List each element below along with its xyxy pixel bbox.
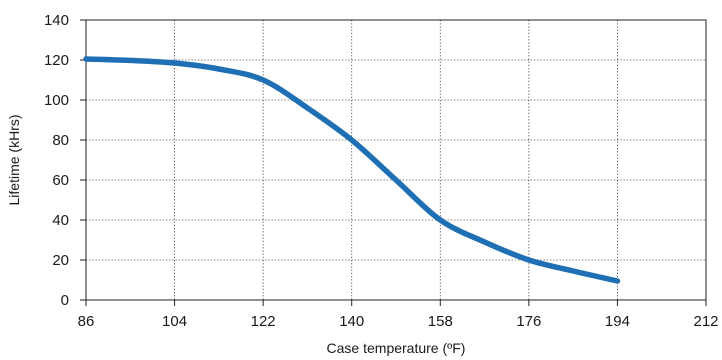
y-tick-label: 100 [44, 92, 69, 109]
x-tick-label: 104 [162, 313, 187, 330]
x-tick-label: 86 [78, 313, 95, 330]
y-tick-label: 0 [61, 292, 69, 309]
y-tick-label: 80 [52, 132, 69, 149]
plot-frame [85, 19, 707, 301]
x-tick-label: 176 [516, 313, 541, 330]
x-tick-label: 194 [605, 313, 630, 330]
series-group [83, 56, 621, 284]
x-tick-label: 158 [428, 313, 453, 330]
x-tick-label: 212 [693, 313, 718, 330]
x-tick-labels: 86 104 122 140 158 176 194 212 [78, 313, 719, 330]
x-tick-label: 122 [251, 313, 276, 330]
grid-lines [86, 20, 706, 300]
y-tick-label: 60 [52, 172, 69, 189]
y-tick-label: 120 [44, 52, 69, 69]
x-axis-label: Case temperature (ºF) [327, 340, 466, 356]
tick-marks [80, 19, 707, 306]
y-tick-label: 140 [44, 12, 69, 29]
y-tick-label: 20 [52, 252, 69, 269]
y-tick-labels: 0 20 40 60 80 100 120 140 [44, 12, 69, 309]
y-tick-label: 40 [52, 212, 69, 229]
y-axis-label: Lifetime (kHrs) [6, 114, 22, 205]
x-tick-label: 140 [339, 313, 364, 330]
series-line-0 [83, 56, 621, 284]
